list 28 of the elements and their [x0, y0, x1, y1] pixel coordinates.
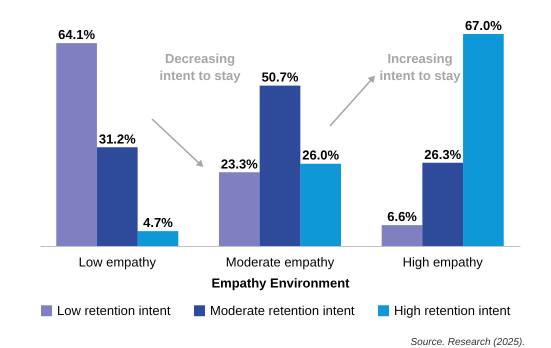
- bar: [56, 43, 97, 246]
- annotation: Increasing intent to stay: [380, 51, 462, 83]
- data-label: 26.3%: [424, 146, 462, 162]
- data-label: 67.0%: [464, 18, 502, 33]
- x-tick-label: Low empathy: [78, 254, 156, 270]
- source-note: Source. Research (2025).: [410, 337, 525, 348]
- bar: [422, 162, 464, 246]
- data-label: 6.6%: [387, 209, 418, 224]
- data-label: 26.0%: [302, 148, 340, 163]
- annotation: Decreasing intent to stay: [160, 51, 242, 83]
- data-label: 4.7%: [143, 215, 174, 230]
- bar: [260, 86, 300, 246]
- data-label: 23.3%: [220, 156, 258, 172]
- bar: [138, 231, 178, 246]
- bar: [463, 34, 504, 246]
- x-tick-label: Moderate empathy: [226, 254, 335, 270]
- legend-label: Low retention intent: [57, 302, 171, 318]
- data-label: 31.2%: [98, 131, 136, 146]
- legend-label: Moderate retention intent: [210, 302, 355, 318]
- x-axis-title: Empathy Environment: [212, 276, 350, 290]
- data-label: 50.7%: [262, 70, 299, 85]
- bar: [382, 225, 422, 246]
- legend-label: High retention intent: [394, 302, 511, 318]
- bar: [218, 172, 260, 246]
- x-tick-label: High empathy: [402, 254, 484, 270]
- bar: [300, 164, 342, 246]
- data-label: 64.1%: [58, 27, 96, 42]
- bar: [96, 147, 138, 246]
